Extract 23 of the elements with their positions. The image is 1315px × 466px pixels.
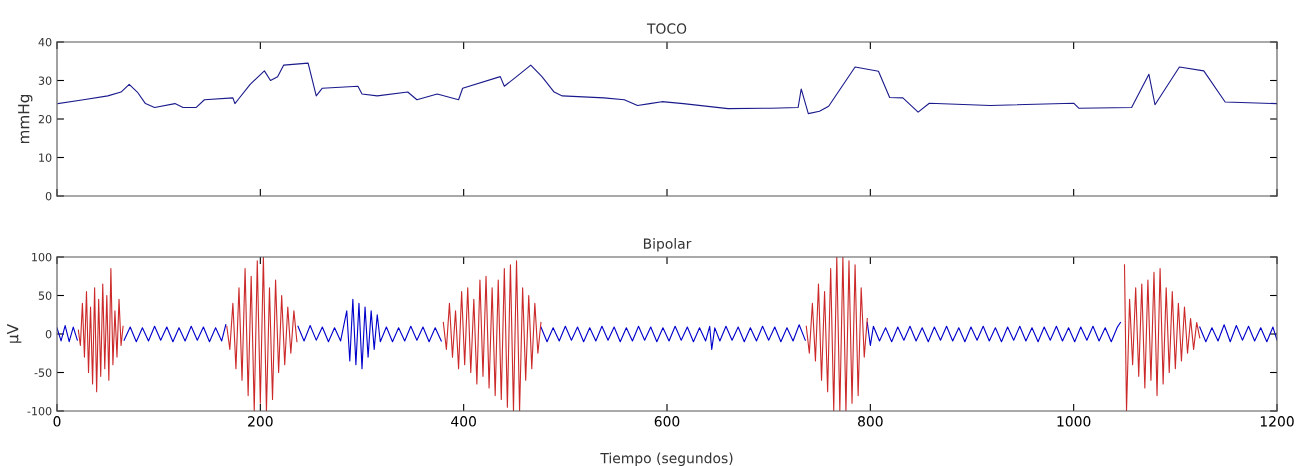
y-axis-title: mmHg [18, 94, 33, 144]
x-tick-label: 200 [248, 416, 273, 427]
line-series [57, 62, 1277, 115]
x-tick-label: 1200 [1260, 416, 1294, 427]
y-tick-label: 20 [38, 114, 52, 124]
x-tick-label: 1000 [1057, 416, 1091, 427]
y-axis-title: μV [7, 324, 22, 343]
y-tick-label: 0 [45, 329, 52, 339]
chart-title: TOCO [646, 23, 687, 34]
x-tick-label: 400 [451, 416, 476, 427]
y-tick-label: 30 [38, 76, 52, 85]
y-tick-label: 0 [45, 191, 52, 201]
x-tick-label: 800 [858, 416, 883, 427]
y-tick-label: 10 [39, 153, 52, 162]
x-axis-title: Tiempo (segundos) [600, 452, 733, 466]
chart-title: Bipolar [643, 238, 692, 252]
x-tick-label: 600 [654, 416, 680, 427]
y-tick-label: 100 [32, 252, 52, 262]
y-tick-label: 40 [38, 37, 52, 47]
y-tick-label: 50 [38, 291, 52, 300]
x-tick-label: 0 [53, 416, 61, 427]
y-tick-label: -100 [27, 406, 52, 416]
y-tick-label: -50 [34, 368, 52, 377]
